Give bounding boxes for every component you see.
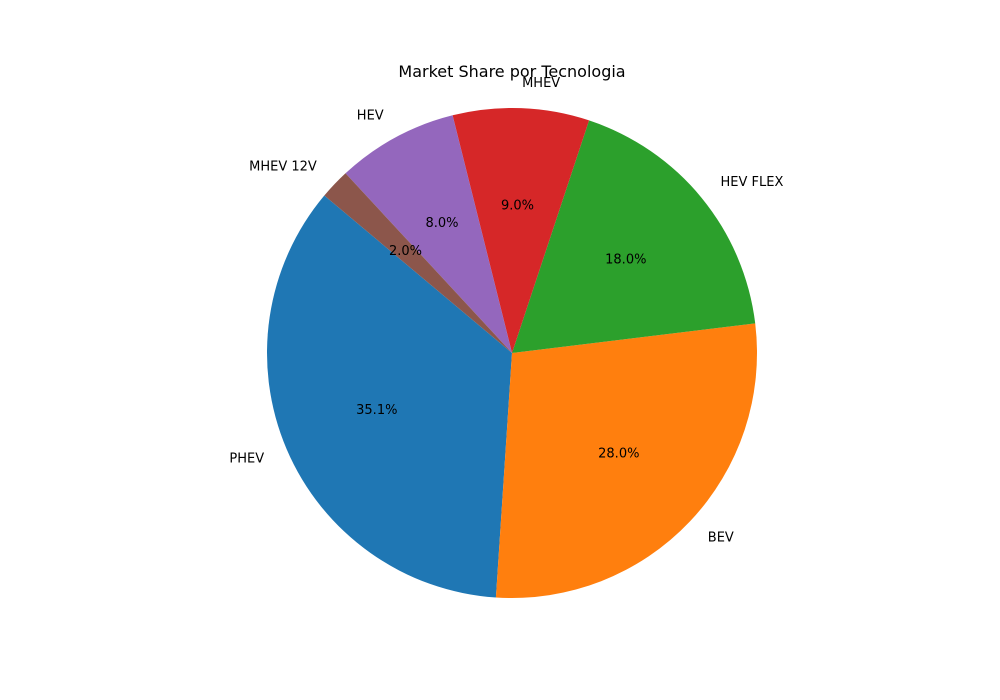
slice-label-hev: HEV xyxy=(357,109,384,124)
slice-label-mhev: MHEV xyxy=(522,76,560,91)
pie-slice-hev-flex xyxy=(512,120,756,354)
slice-label-phev: PHEV xyxy=(229,451,264,466)
slice-pct-phev: 35.1% xyxy=(356,403,397,418)
pie-slice-bev xyxy=(495,323,758,598)
slice-pct-hev-flex: 18.0% xyxy=(605,252,646,267)
pie-slice-hev xyxy=(345,115,512,353)
slice-pct-hev: 8.0% xyxy=(425,216,458,231)
pie-slice-mhev xyxy=(452,107,590,353)
slice-label-mhev-12v: MHEV 12V xyxy=(249,160,317,175)
slice-pct-mhev: 9.0% xyxy=(501,199,534,214)
slice-pct-mhev-12v: 2.0% xyxy=(389,244,422,259)
slice-label-bev: BEV xyxy=(708,531,734,546)
chart-title: Market Share por Tecnologia xyxy=(398,62,625,81)
slice-label-hev-flex: HEV FLEX xyxy=(721,175,784,190)
pie-labels: PHEV 35.1% BEV 28.0% HEV FLEX 18.0% MHEV 9.0% HE… xyxy=(229,76,783,546)
slice-pct-bev: 28.0% xyxy=(598,447,639,462)
pie-slice-mhev-12v xyxy=(324,173,512,353)
pie-slices xyxy=(267,107,758,598)
pie-slice-phev xyxy=(267,195,512,598)
